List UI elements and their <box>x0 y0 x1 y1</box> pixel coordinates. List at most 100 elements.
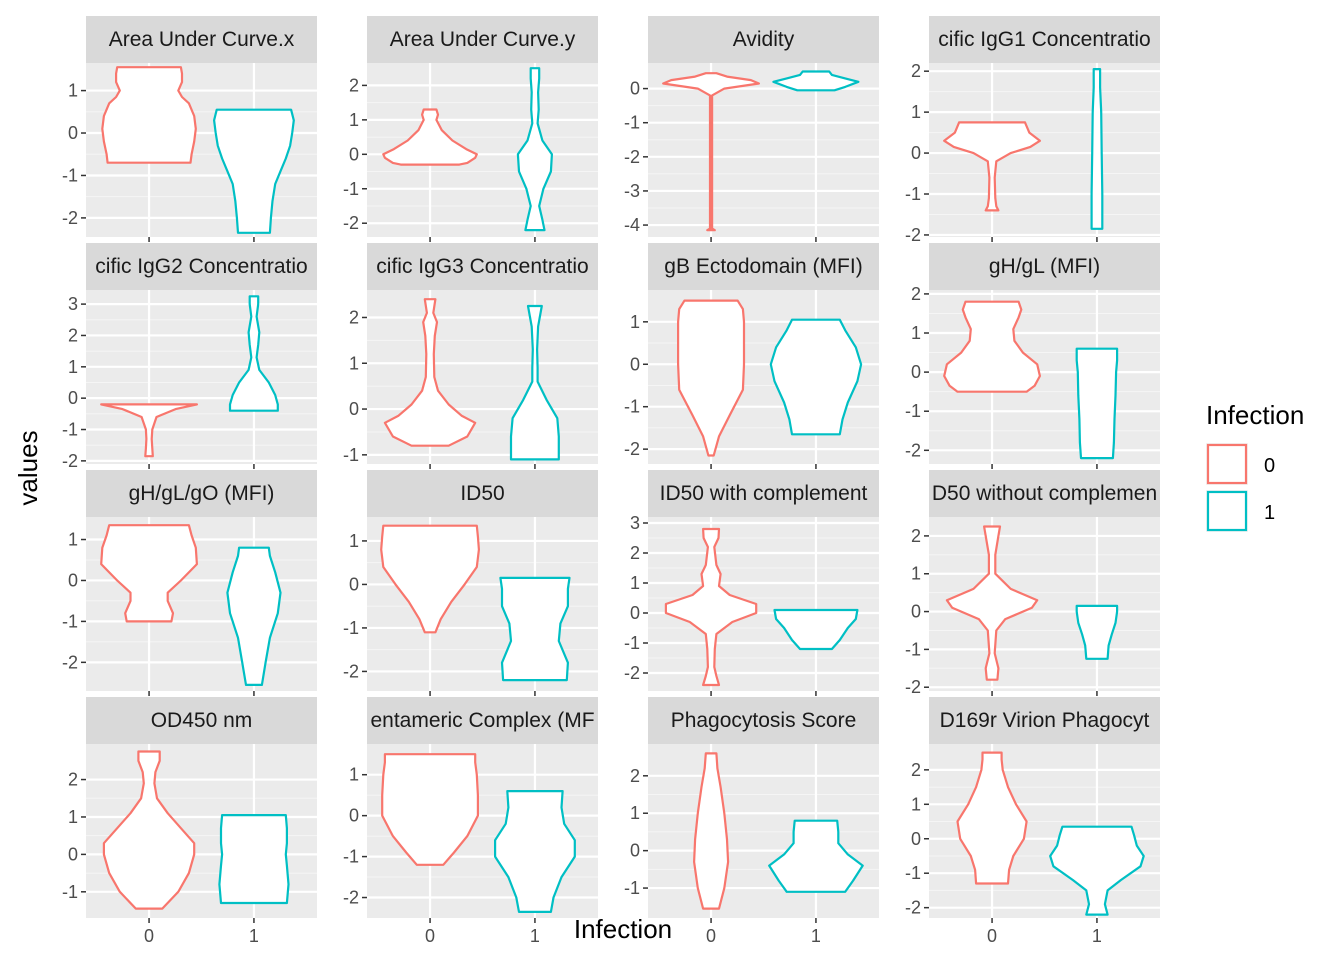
y-tick-label: 1 <box>911 794 921 814</box>
y-tick-label: -2 <box>62 208 78 228</box>
facet-strip-title: D169r Virion Phagocyt <box>940 709 1150 732</box>
y-tick-label: 1 <box>349 531 359 551</box>
facet-strip-title: Avidity <box>733 28 795 51</box>
violin-group-1 <box>1049 825 1145 916</box>
facet-strip-title: Area Under Curve.x <box>109 28 295 51</box>
x-tick-label: 1 <box>1092 926 1102 946</box>
y-tick-label: 3 <box>68 294 78 314</box>
y-tick-label: 0 <box>349 574 359 594</box>
facet-panel: entameric Complex (MF -2 -1 0 1 0 1 <box>343 697 598 946</box>
y-tick-label: 2 <box>911 284 921 304</box>
facet-strip <box>929 697 1160 744</box>
facet-strip-title: Phagocytosis Score <box>671 709 857 732</box>
facet-strip <box>86 697 317 744</box>
y-tick-label: -1 <box>624 633 640 653</box>
facet-strip-title: gB Ectodomain (MFI) <box>664 255 862 278</box>
violin-group-1 <box>1075 347 1119 460</box>
facet-strip <box>86 470 317 517</box>
violin-group-1 <box>772 70 860 92</box>
y-tick-label: -1 <box>905 863 921 883</box>
x-tick-label: 0 <box>987 926 997 946</box>
facet-strip-title: ID50 with complement <box>660 482 868 505</box>
y-tick-label: 1 <box>911 323 921 343</box>
y-tick-label: -2 <box>62 451 78 471</box>
y-tick-label: 2 <box>630 766 640 786</box>
violin-group-0 <box>382 108 478 166</box>
facet-strip-title: ID50 <box>460 482 504 505</box>
y-tick-label: -1 <box>905 401 921 421</box>
y-tick-label: 1 <box>911 102 921 122</box>
y-tick-label: 1 <box>349 110 359 130</box>
violin-group-0 <box>100 524 198 623</box>
facet-panels: Area Under Curve.x -2 -1 0 1 0 1 Area Under Cur… <box>62 16 1160 946</box>
violin-group-0 <box>380 524 480 634</box>
y-tick-label: 1 <box>349 353 359 373</box>
y-tick-label: 0 <box>68 844 78 864</box>
y-axis-title: values <box>13 430 43 505</box>
violin-group-1 <box>213 108 295 234</box>
violin-group-1 <box>516 67 553 232</box>
facet-strip-title: entameric Complex (MF <box>370 709 594 732</box>
legend: Infection 01 <box>1206 400 1304 532</box>
violin-group-1 <box>494 790 576 913</box>
violin-group-0 <box>102 750 196 910</box>
y-tick-label: 1 <box>630 573 640 593</box>
x-tick-label: 0 <box>144 926 154 946</box>
panel-background <box>86 290 317 464</box>
facet-strip-title: OD450 nm <box>151 709 253 732</box>
violin-group-1 <box>1075 604 1119 660</box>
y-tick-label: -1 <box>624 397 640 417</box>
y-tick-label: 0 <box>349 806 359 826</box>
y-tick-label: -2 <box>624 439 640 459</box>
y-tick-label: 0 <box>630 841 640 861</box>
facet-strip-title: gH/gL/gO (MFI) <box>129 482 275 505</box>
y-tick-label: -1 <box>62 165 78 185</box>
violin-group-1 <box>226 546 282 686</box>
y-tick-label: -1 <box>624 113 640 133</box>
y-tick-label: -1 <box>343 445 359 465</box>
facet-strip-title: Area Under Curve.y <box>390 28 576 51</box>
y-tick-label: -2 <box>905 225 921 245</box>
violin-group-0 <box>101 66 197 164</box>
y-tick-label: -2 <box>62 652 78 672</box>
y-tick-label: -2 <box>624 147 640 167</box>
y-tick-label: 2 <box>349 307 359 327</box>
facet-panel: D169r Virion Phagocyt -2 -1 0 1 2 0 1 <box>905 697 1160 946</box>
facet-strip <box>648 697 879 744</box>
y-tick-label: 1 <box>630 312 640 332</box>
x-axis-title: Infection <box>574 914 672 944</box>
y-tick-label: -2 <box>905 440 921 460</box>
y-tick-label: 1 <box>68 530 78 550</box>
y-tick-label: -3 <box>624 181 640 201</box>
facet-strip-title: cific IgG1 Concentratio <box>938 28 1150 51</box>
legend-entry-label: 1 <box>1264 502 1275 524</box>
violin-group-0 <box>664 527 758 687</box>
legend-keys: 01 <box>1206 443 1275 532</box>
y-tick-label: 0 <box>68 570 78 590</box>
facet-strip <box>86 16 317 63</box>
y-tick-label: 2 <box>630 543 640 563</box>
facet-strip <box>929 470 1160 517</box>
y-tick-label: 1 <box>68 81 78 101</box>
facet-panel: ID50 with complement-2-1012301 <box>624 470 879 719</box>
facet-strip-title: D50 without complemen <box>932 482 1157 505</box>
violin-group-1 <box>499 576 571 682</box>
x-tick-label: 0 <box>425 926 435 946</box>
y-tick-label: 0 <box>68 388 78 408</box>
y-tick-label: -1 <box>343 618 359 638</box>
violin-group-1 <box>773 608 859 651</box>
violin-group-0 <box>693 752 730 910</box>
y-tick-label: 0 <box>630 354 640 374</box>
y-tick-label: 2 <box>911 61 921 81</box>
violin-group-0 <box>383 298 477 447</box>
facet-panel: Phagocytosis Score -1 0 1 2 0 1 <box>624 697 879 946</box>
x-tick-label: 1 <box>249 926 259 946</box>
y-tick-label: 0 <box>911 829 921 849</box>
y-tick-label: -1 <box>905 639 921 659</box>
y-tick-label: -1 <box>62 882 78 902</box>
violin-group-0 <box>943 121 1041 212</box>
